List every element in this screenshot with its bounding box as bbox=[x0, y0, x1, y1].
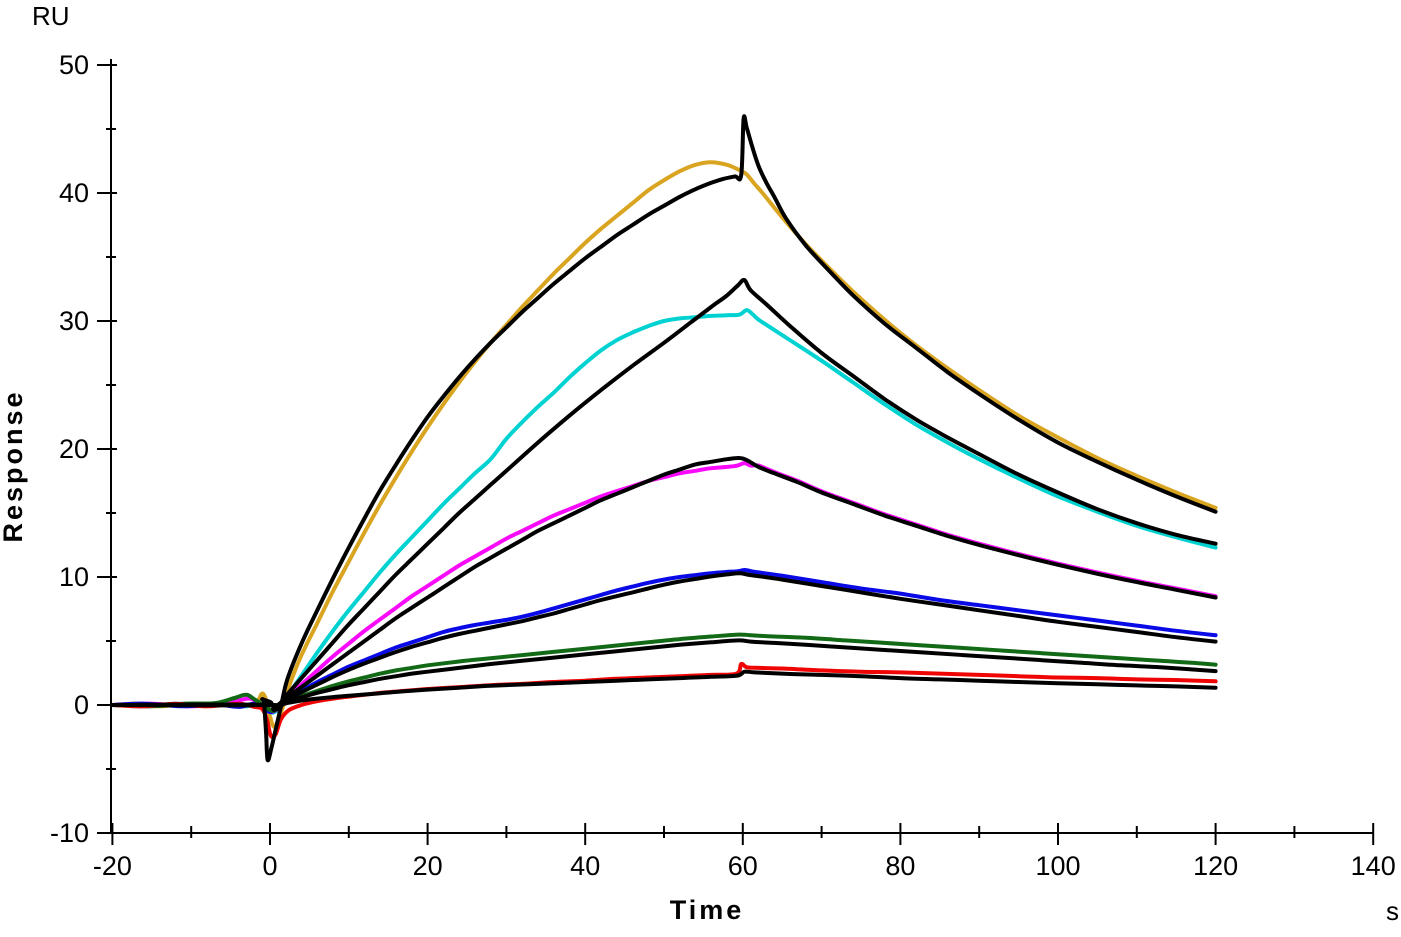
x-axis-title: Time bbox=[670, 895, 745, 925]
curve-fit-green bbox=[110, 638, 1218, 710]
curve-fit-blue bbox=[110, 571, 1218, 711]
y-tick-label: 0 bbox=[74, 690, 89, 720]
x-tick-label: 20 bbox=[413, 851, 443, 881]
x-tick-label: 140 bbox=[1351, 851, 1396, 881]
y-axis-unit-label: RU bbox=[32, 1, 70, 31]
curves-group bbox=[110, 114, 1218, 763]
y-tick-label: 30 bbox=[59, 306, 89, 336]
y-tick-label: -10 bbox=[50, 818, 89, 848]
y-tick-label: 10 bbox=[59, 562, 89, 592]
x-tick-label: 100 bbox=[1035, 851, 1080, 881]
x-tick-label: 80 bbox=[885, 851, 915, 881]
x-tick-label: 0 bbox=[262, 851, 277, 881]
x-tick-label: 120 bbox=[1193, 851, 1238, 881]
curve-data-magenta bbox=[110, 461, 1218, 715]
axes-group: -10 0 10 20 30 40 50 -20 0 20 40 60 80 100 120 140 bbox=[50, 50, 1396, 881]
y-tick-label: 40 bbox=[59, 178, 89, 208]
x-tick-label: -20 bbox=[93, 851, 132, 881]
y-axis-title: Response bbox=[0, 389, 28, 542]
curve-fit-cyan bbox=[110, 277, 1218, 713]
curve-fit-magenta bbox=[110, 455, 1218, 711]
curve-data-gold bbox=[110, 160, 1218, 729]
x-tick-label: 60 bbox=[728, 851, 758, 881]
x-tick-label: 40 bbox=[570, 851, 600, 881]
y-tick-label: 50 bbox=[59, 50, 89, 80]
curve-fit-gold bbox=[110, 114, 1218, 763]
y-tick-label: 20 bbox=[59, 434, 89, 464]
curve-fit-red bbox=[110, 669, 1218, 710]
x-axis-unit-label: s bbox=[1386, 896, 1399, 926]
